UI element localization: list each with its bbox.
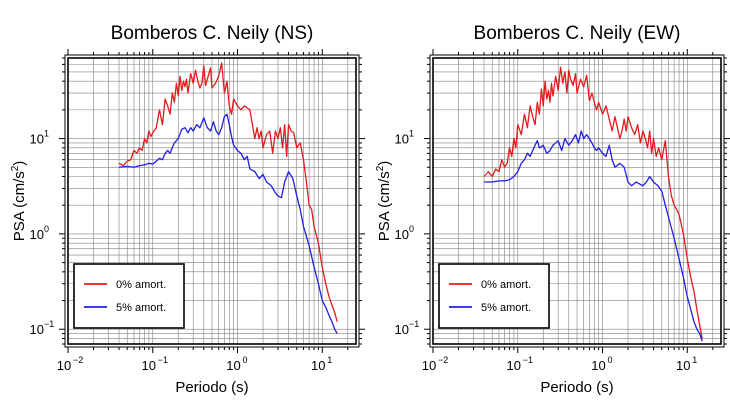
series-line-undamped bbox=[118, 62, 338, 322]
y-axis-label: PSA (cm/s2) bbox=[10, 161, 28, 242]
series-line-undamped bbox=[483, 66, 703, 339]
x-axis-label: Periodo (s) bbox=[175, 379, 248, 396]
y-tick-label: 10 bbox=[30, 227, 44, 242]
legend-label: 0% amort. bbox=[481, 279, 531, 291]
x-tick-label: 10 bbox=[226, 358, 240, 373]
y-tick-label: 10 bbox=[395, 322, 409, 337]
y-tick-label-exponent: 1 bbox=[409, 129, 414, 139]
y-tick-label: 10 bbox=[395, 227, 409, 242]
y-tick-label-exponent: 0 bbox=[409, 224, 414, 234]
chart-title: Bomberos C. Neily (EW) bbox=[474, 23, 681, 44]
series-line-damped bbox=[484, 130, 703, 342]
x-tick-label: 10 bbox=[57, 358, 71, 373]
y-tick-label-exponent: 0 bbox=[44, 224, 49, 234]
x-tick-label-exponent: −2 bbox=[438, 355, 448, 365]
y-tick-label-exponent: −1 bbox=[44, 319, 54, 329]
series-line-damped bbox=[118, 113, 338, 334]
x-tick-label: 10 bbox=[142, 358, 156, 373]
legend-label: 0% amort. bbox=[116, 279, 166, 291]
y-axis-label: PSA (cm/s2) bbox=[375, 161, 393, 242]
legend: 0% amort. 5% amort. bbox=[73, 263, 185, 329]
chart-title: Bomberos C. Neily (NS) bbox=[111, 23, 314, 44]
legend: 0% amort. 5% amort. bbox=[438, 263, 550, 329]
x-tick-label: 10 bbox=[507, 358, 521, 373]
y-tick-label: 10 bbox=[395, 132, 409, 147]
tick-marks bbox=[59, 49, 365, 353]
x-tick-label-exponent: −1 bbox=[158, 355, 168, 365]
x-tick-label: 10 bbox=[311, 358, 325, 373]
y-tick-label: 10 bbox=[30, 322, 44, 337]
x-tick-label-exponent: 1 bbox=[692, 355, 697, 365]
x-axis-label: Periodo (s) bbox=[540, 379, 613, 396]
x-tick-label: 10 bbox=[591, 358, 605, 373]
x-tick-label: 10 bbox=[676, 358, 690, 373]
grid bbox=[68, 58, 356, 344]
legend-label: 5% amort. bbox=[116, 302, 166, 314]
tick-marks bbox=[424, 49, 730, 353]
x-tick-label: 10 bbox=[422, 358, 436, 373]
axes-frame bbox=[67, 57, 357, 345]
legend-label: 5% amort. bbox=[481, 302, 531, 314]
y-tick-label-exponent: 1 bbox=[44, 129, 49, 139]
legend-box bbox=[73, 263, 185, 329]
x-tick-label-exponent: 0 bbox=[243, 355, 248, 365]
y-tick-label-exponent: −1 bbox=[409, 319, 419, 329]
axes-frame bbox=[432, 57, 722, 345]
x-tick-label-exponent: −1 bbox=[523, 355, 533, 365]
x-tick-label-exponent: −2 bbox=[73, 355, 83, 365]
legend-box bbox=[438, 263, 550, 329]
x-tick-label-exponent: 0 bbox=[608, 355, 613, 365]
x-tick-label-exponent: 1 bbox=[327, 355, 332, 365]
y-tick-label: 10 bbox=[30, 132, 44, 147]
